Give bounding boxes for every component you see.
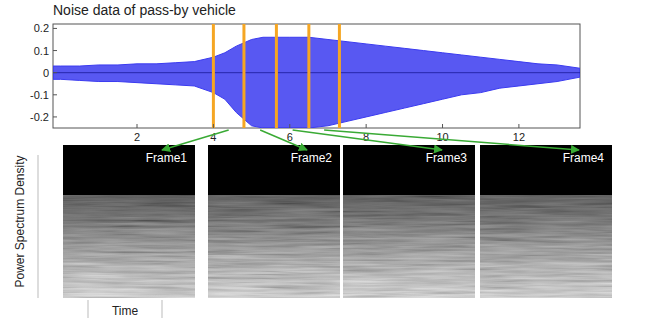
spectrogram-panel: Frame3 xyxy=(343,145,475,298)
spectrogram-panel: Frame1 xyxy=(63,145,195,298)
y-tick xyxy=(53,116,57,117)
y-tick xyxy=(53,94,57,95)
frame-label: Frame4 xyxy=(563,151,605,165)
arrow xyxy=(260,130,307,150)
y-tick xyxy=(53,72,57,73)
x-tick-label: 4 xyxy=(210,131,216,143)
x-tick xyxy=(289,124,290,128)
x-tick-label: 2 xyxy=(134,131,140,143)
spectrogram-panel: Frame4 xyxy=(480,145,612,298)
x-tick xyxy=(213,124,214,128)
plot-area xyxy=(53,24,580,128)
plot-frame xyxy=(53,24,580,128)
y-tick-label: -0.1 xyxy=(30,89,49,101)
waveform xyxy=(53,37,580,128)
x-tick xyxy=(366,124,367,128)
x-tick-label: 12 xyxy=(513,131,525,143)
frame-label: Frame2 xyxy=(291,151,333,165)
spectrogram-panel: Frame2 xyxy=(208,145,340,298)
frame-label: Frame1 xyxy=(146,151,188,165)
y-tick-label: 0.2 xyxy=(34,22,49,34)
title: Noise data of pass-by vehicle xyxy=(53,2,236,18)
frame-marker xyxy=(307,24,310,128)
label-rule xyxy=(38,155,39,298)
y-axis-label: Power Spectrum Density xyxy=(13,155,27,287)
arrow xyxy=(324,130,579,150)
frame-marker xyxy=(338,24,341,128)
x-tick-label: 10 xyxy=(436,131,448,143)
y-tick-label: -0.2 xyxy=(30,111,49,123)
x-axis-label: Time xyxy=(112,304,139,318)
label-rule xyxy=(88,300,89,318)
y-tick-label: 0.1 xyxy=(34,45,49,57)
y-tick xyxy=(53,50,57,51)
frame-marker xyxy=(212,24,215,128)
center-line xyxy=(53,72,580,73)
figure: Noise data of pass-by vehicle24681012-0.… xyxy=(0,0,661,320)
frame-marker xyxy=(242,24,245,128)
x-tick xyxy=(518,124,519,128)
x-tick xyxy=(442,124,443,128)
frame-marker xyxy=(275,24,278,128)
label-rule xyxy=(162,300,163,318)
y-tick-label: 0 xyxy=(43,67,49,79)
x-tick xyxy=(137,124,138,128)
y-tick xyxy=(53,28,57,29)
frame-label: Frame3 xyxy=(426,151,468,165)
